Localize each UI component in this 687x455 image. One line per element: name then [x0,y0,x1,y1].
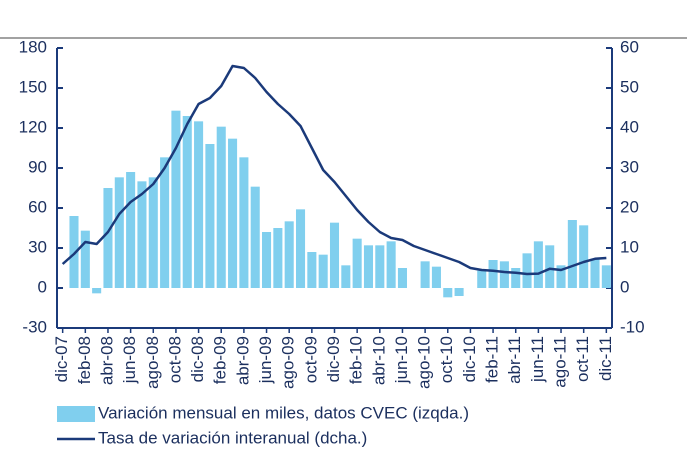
bar [590,258,600,288]
bar [386,241,396,288]
x-tick-label: dic-08 [188,336,207,382]
bar [216,126,226,289]
line [61,64,607,276]
bar [160,157,170,288]
x-tick-label: feb-10 [347,336,366,384]
x-tick-label: ago-11 [551,336,570,388]
x-tick-label: dic-09 [324,336,343,382]
x-tick-label: abr-09 [233,336,252,385]
x-tick-label: abr-08 [97,336,116,385]
y2-tick-label: 10 [620,237,639,256]
bar [318,254,328,288]
bar [397,268,407,288]
x-tick-label: oct-08 [165,336,184,383]
x-tick-label: dic-10 [460,336,479,382]
bar [307,252,317,288]
x-tick-label: abr-10 [369,336,388,385]
bar [103,188,113,288]
y2-tick-label: 20 [620,197,639,216]
bar [352,238,362,288]
bar [499,261,509,288]
x-tick-label: dic-07 [52,336,71,382]
bar [341,265,351,288]
legend-label: Variación mensual en miles, datos CVEC (… [98,403,469,422]
x-tick-label: jun-09 [256,336,275,384]
bar [80,230,90,288]
x-tick-label: feb-08 [75,336,94,384]
bar [295,209,306,288]
x-tick-label: jun-11 [528,336,547,383]
bar [205,144,215,288]
bar [533,241,543,288]
bar [239,157,249,288]
bar [454,288,464,296]
bar [567,220,577,288]
x-tick-label: oct-10 [437,336,456,383]
x-tick-label: feb-09 [211,336,230,384]
y2-tick-label: 50 [620,77,639,96]
x-tick-label: ago-10 [415,336,434,389]
y2-tick-label: 0 [620,277,629,296]
bar [329,222,340,288]
bar [273,228,283,288]
y2-tick-label: 40 [620,117,639,136]
bar [250,186,260,288]
y2-tick-label: -10 [620,317,645,336]
bar [126,172,136,288]
x-tick-label: ago-08 [143,336,162,389]
bar [488,260,498,288]
bar [375,245,385,288]
x-tick-label: jun-10 [392,336,411,384]
bar [69,216,79,288]
y-tick-label: -30 [22,317,47,336]
bar [182,116,192,288]
y-tick-label: 60 [28,197,47,216]
bar [363,245,374,288]
y-tick-label: 150 [19,77,47,96]
x-tick-label: abr-11 [505,336,524,384]
bar [511,268,521,288]
legend-swatch [57,406,95,422]
bar [262,232,272,288]
x-tick-label: oct-11 [573,336,592,382]
y-tick-label: 30 [28,237,47,256]
legend-label: Tasa de variación interanual (dcha.) [98,428,367,447]
y2-tick-label: 30 [620,157,639,176]
bar [545,245,555,288]
x-tick-label: ago-09 [279,336,298,389]
bar [148,177,158,288]
bar [171,110,181,289]
y-tick-label: 120 [19,117,47,136]
bar [431,266,441,288]
x-tick-label: feb-11 [483,336,502,383]
bar [137,181,147,288]
bar [228,138,238,288]
bar [443,288,453,298]
y2-tick-label: 60 [620,37,639,56]
bar [194,121,204,288]
x-tick-label: jun-08 [120,336,139,384]
bar [522,253,532,288]
x-tick-label: dic-11 [596,336,615,381]
y-tick-label: 0 [38,277,47,296]
bar [420,261,430,288]
bar [284,221,294,288]
y-tick-label: 180 [19,37,47,56]
bar [556,265,566,288]
bar [477,270,487,288]
x-tick-label: oct-09 [301,336,320,383]
y-tick-label: 90 [28,157,47,176]
bar [114,177,124,288]
bar [92,288,102,294]
bar [579,225,589,288]
bar [601,265,611,288]
